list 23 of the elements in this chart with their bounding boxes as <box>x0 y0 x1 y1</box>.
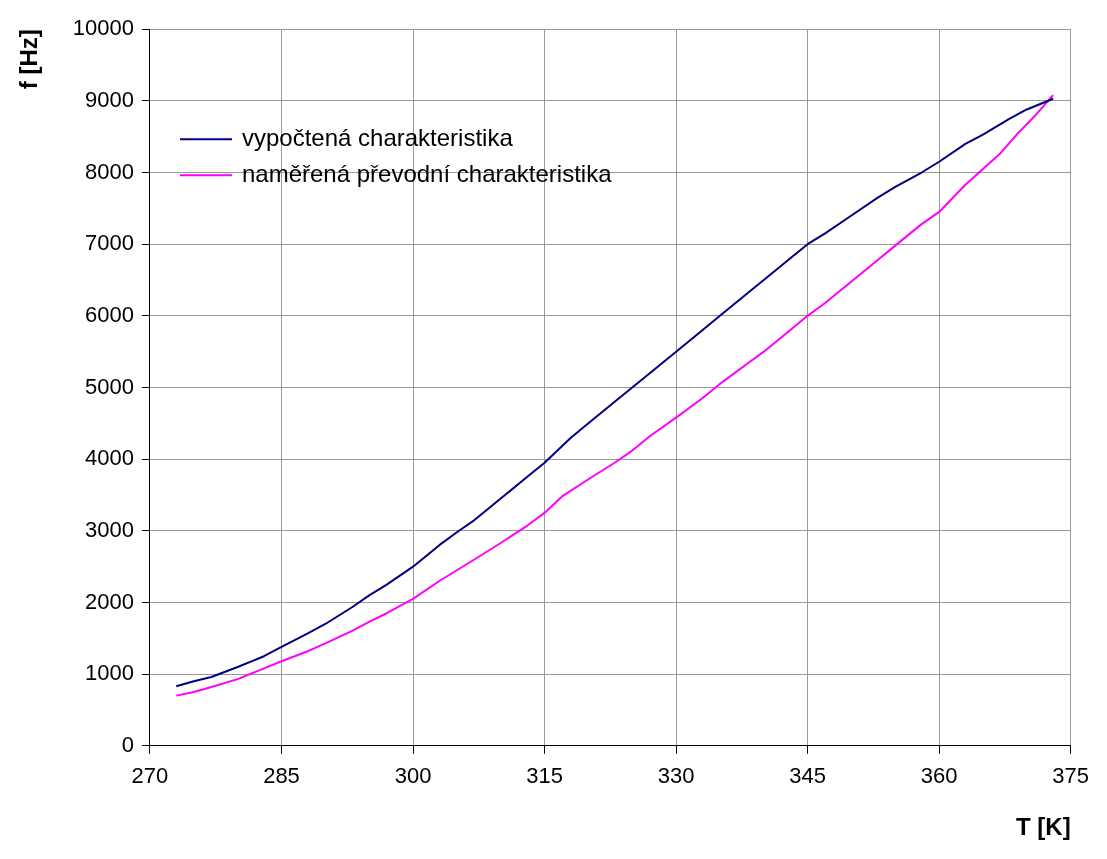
y-tick-label: 9000 <box>85 86 134 112</box>
y-tick-label: 10000 <box>72 15 134 41</box>
x-tick-label: 270 <box>131 763 169 789</box>
x-tick-label: 315 <box>526 763 563 789</box>
x-tick-label: 345 <box>789 763 826 789</box>
x-tick-label: 375 <box>1052 763 1090 789</box>
y-tick-label: 4000 <box>85 445 134 471</box>
y-axis-title: f [Hz] <box>15 29 43 90</box>
y-tick-label: 3000 <box>85 516 134 542</box>
x-tick-label: 300 <box>394 763 432 789</box>
y-tick-label: 8000 <box>85 158 134 184</box>
y-tick-label: 5000 <box>85 373 134 399</box>
y-tick-label: 0 <box>121 731 134 757</box>
x-tick-label: 360 <box>920 763 958 789</box>
y-tick-label: 1000 <box>85 660 134 686</box>
legend-label: vypočtená charakteristika <box>241 123 514 151</box>
y-tick-label: 7000 <box>85 230 134 256</box>
x-tick-label: 285 <box>263 763 300 789</box>
legend-label: naměřená převodní charakteristika <box>241 159 613 187</box>
x-axis-title: T [K] <box>1015 813 1071 841</box>
y-tick-label: 2000 <box>85 588 134 614</box>
y-tick-label: 6000 <box>85 301 134 327</box>
x-tick-label: 330 <box>657 763 695 789</box>
